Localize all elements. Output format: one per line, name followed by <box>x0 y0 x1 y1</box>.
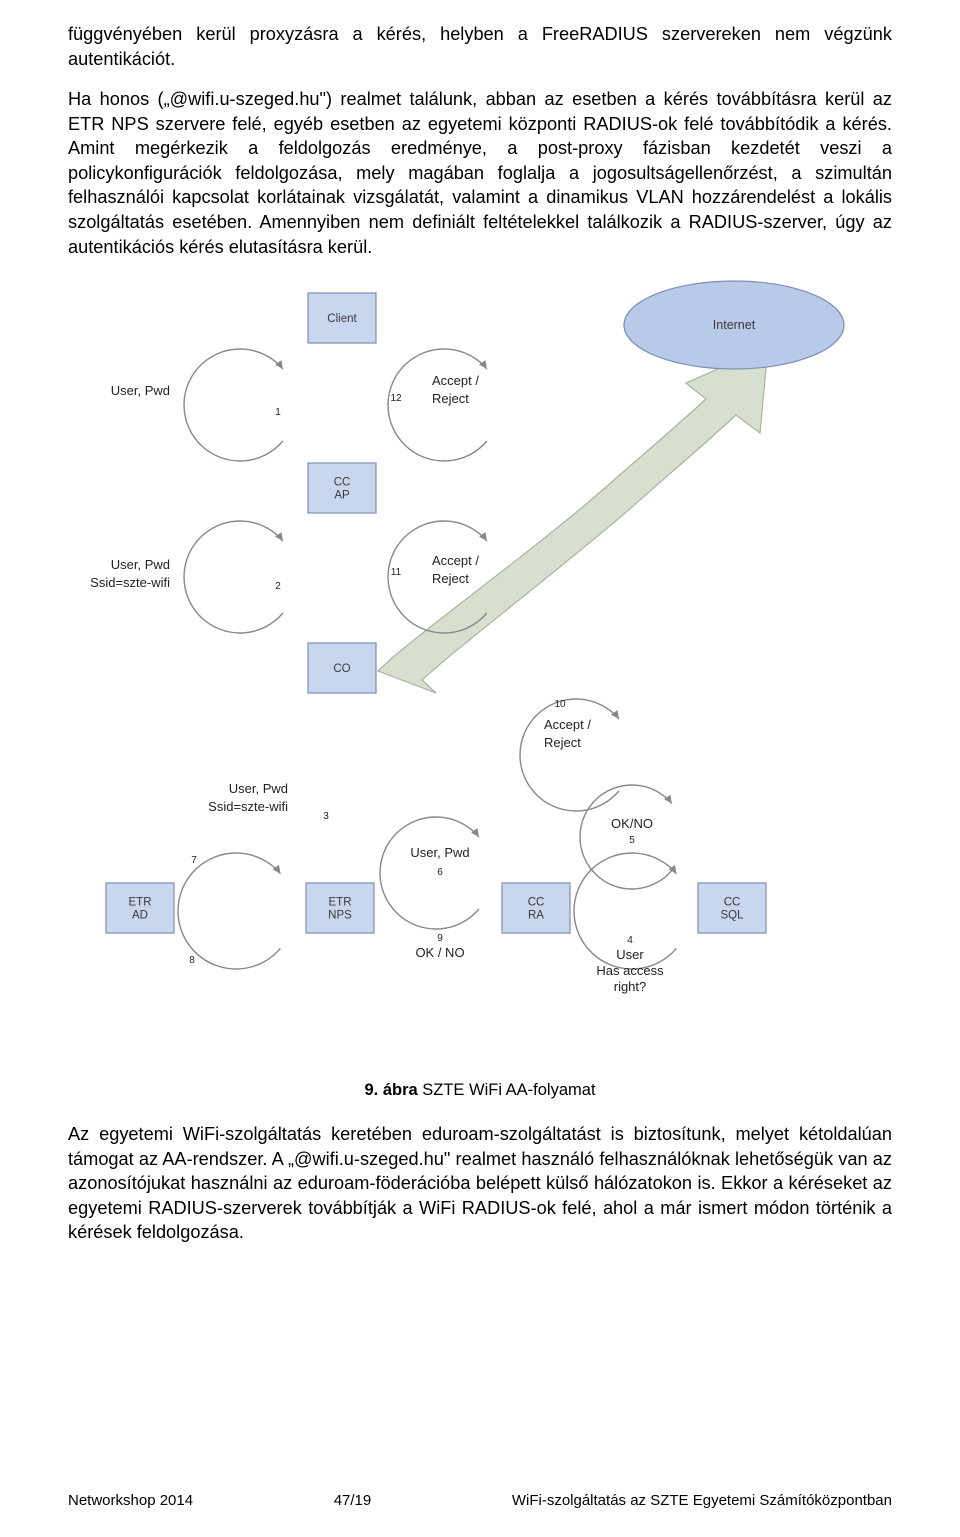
svg-text:9: 9 <box>437 933 443 944</box>
svg-text:12: 12 <box>390 393 402 404</box>
svg-text:Reject: Reject <box>432 391 469 406</box>
svg-text:Accept /: Accept / <box>432 373 479 388</box>
svg-text:RA: RA <box>528 910 544 922</box>
svg-text:right?: right? <box>614 979 647 994</box>
svg-text:CC: CC <box>724 897 741 909</box>
svg-text:ETR: ETR <box>129 897 152 909</box>
paragraph-2: Ha honos („@wifi.u-szeged.hu") realmet t… <box>68 87 892 259</box>
svg-text:CC: CC <box>528 897 545 909</box>
svg-text:4: 4 <box>627 935 633 946</box>
svg-text:Ssid=szte-wifi: Ssid=szte-wifi <box>208 799 288 814</box>
svg-text:CC: CC <box>334 477 351 489</box>
svg-text:7: 7 <box>191 855 197 866</box>
svg-text:AD: AD <box>132 910 148 922</box>
svg-text:AP: AP <box>334 490 350 502</box>
svg-text:Internet: Internet <box>713 318 756 332</box>
svg-text:CO: CO <box>333 663 350 675</box>
paragraph-3: Az egyetemi WiFi-szolgáltatás keretében … <box>68 1122 892 1245</box>
svg-text:Reject: Reject <box>432 571 469 586</box>
footer-right: WiFi-szolgáltatás az SZTE Egyetemi Számí… <box>512 1492 892 1509</box>
svg-text:User, Pwd: User, Pwd <box>111 383 170 398</box>
svg-text:User, Pwd: User, Pwd <box>111 557 170 572</box>
figure-caption-bold: 9. ábra <box>364 1081 417 1099</box>
svg-text:Has access: Has access <box>596 963 664 978</box>
svg-text:User, Pwd: User, Pwd <box>229 781 288 796</box>
svg-text:NPS: NPS <box>328 910 352 922</box>
svg-text:8: 8 <box>189 955 195 966</box>
svg-text:User, Pwd: User, Pwd <box>410 845 469 860</box>
figure-caption-rest: SZTE WiFi AA-folyamat <box>418 1081 596 1099</box>
svg-text:2: 2 <box>275 581 281 592</box>
svg-text:6: 6 <box>437 867 443 878</box>
page-footer: Networkshop 2014 47/19 WiFi-szolgáltatás… <box>68 1492 892 1509</box>
svg-text:Client: Client <box>327 313 357 325</box>
svg-text:Ssid=szte-wifi: Ssid=szte-wifi <box>90 575 170 590</box>
aa-process-diagram: ClientCCAPCOETRADETRNPSCCRACCSQLInternet… <box>70 275 890 1075</box>
svg-text:11: 11 <box>391 567 402 578</box>
svg-text:1: 1 <box>275 407 281 418</box>
svg-text:User: User <box>616 947 644 962</box>
footer-center: 47/19 <box>334 1492 372 1509</box>
figure-caption: 9. ábra SZTE WiFi AA-folyamat <box>68 1081 892 1100</box>
svg-text:5: 5 <box>629 835 635 846</box>
page: függvényében kerül proxyzásra a kérés, h… <box>0 0 960 1537</box>
svg-text:Accept /: Accept / <box>544 717 591 732</box>
svg-text:Accept /: Accept / <box>432 553 479 568</box>
svg-text:10: 10 <box>554 699 566 710</box>
svg-text:OK / NO: OK / NO <box>415 945 464 960</box>
svg-text:Reject: Reject <box>544 735 581 750</box>
paragraph-1: függvényében kerül proxyzásra a kérés, h… <box>68 22 892 71</box>
svg-text:ETR: ETR <box>329 897 352 909</box>
svg-text:OK/NO: OK/NO <box>611 816 653 831</box>
footer-left: Networkshop 2014 <box>68 1492 193 1509</box>
svg-text:SQL: SQL <box>720 910 744 922</box>
svg-text:3: 3 <box>323 811 329 822</box>
